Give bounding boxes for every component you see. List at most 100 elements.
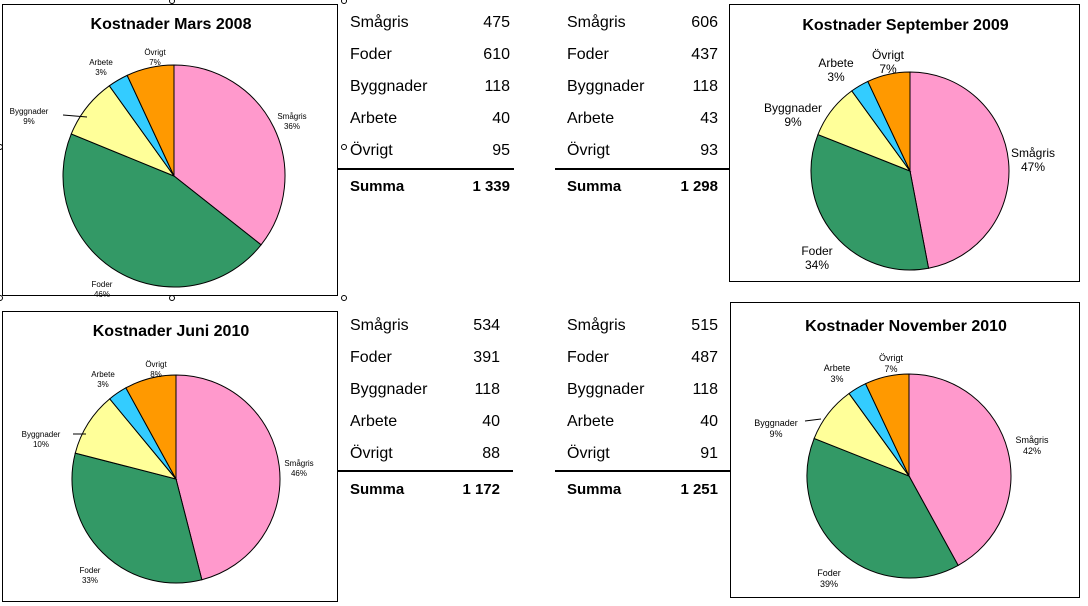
slice-label: Smågris 36%: [277, 112, 306, 131]
row-label: Byggnader: [567, 78, 645, 95]
leader-line: [804, 418, 822, 422]
pie-chart-juni-2010[interactable]: Kostnader Juni 2010 Smågris 46% Foder 33% Byg…: [2, 311, 338, 602]
sum-row: Summa 1 172: [350, 481, 500, 501]
row-value: 475: [483, 14, 510, 31]
table-row: Smågris 475: [350, 14, 510, 34]
slice-label: Övrigt 8%: [145, 360, 167, 379]
cost-table-juni-2010: Smågris 534 Foder 391 Byggnader 118 Arbete 40 Öv…: [350, 317, 500, 507]
row-value: 91: [700, 445, 718, 462]
chart-title: Kostnader November 2010: [805, 318, 1007, 335]
cost-table-september-2009: Smågris 606 Foder 437 Byggnader 118 Arbete 43 Öv…: [567, 14, 718, 204]
pie-chart-september-2009[interactable]: Kostnader September 2009 Smågris 47% Foder 3…: [729, 4, 1080, 282]
table-row: Arbete 40: [350, 413, 500, 433]
table-row: Byggnader 118: [567, 381, 718, 401]
resize-handle[interactable]: [169, 0, 175, 4]
slice-label: Arbete 3%: [91, 370, 115, 389]
row-value: 40: [492, 110, 510, 127]
pie-slice-sm-gris[interactable]: [173, 64, 286, 246]
slice-label: Övrigt 7%: [144, 48, 166, 67]
chart-title: Kostnader Mars 2008: [91, 16, 252, 33]
pie-slice-foder[interactable]: [71, 452, 203, 584]
slice-label: Arbete 3%: [818, 56, 854, 84]
slice-label: Arbete 3%: [824, 363, 851, 384]
sum-label: Summa: [567, 178, 622, 195]
pie-chart-svg: Kostnader Juni 2010 Smågris 46% Foder 33% Byg…: [22, 323, 314, 585]
table-row: Byggnader 118: [567, 78, 718, 98]
sum-divider: [555, 168, 729, 170]
slice-label: Byggnader 10%: [22, 430, 61, 449]
row-value: 487: [691, 349, 718, 366]
cost-table-mars-2008: Smågris 475 Foder 610 Byggnader 118 Arbete 40 Öv…: [350, 14, 510, 204]
resize-handle[interactable]: [341, 144, 347, 150]
row-label: Arbete: [350, 413, 398, 430]
slice-label: Foder 39%: [817, 568, 841, 589]
row-value: 118: [692, 78, 718, 95]
pie-slice-foder[interactable]: [810, 133, 930, 271]
slice-label: Övrigt 7%: [879, 353, 904, 374]
slice-label: Smågris 42%: [1015, 435, 1049, 456]
table-row: Arbete 43: [567, 110, 718, 130]
slice-label: Smågris 47%: [1011, 146, 1055, 174]
row-label: Foder: [567, 46, 609, 63]
row-value: 118: [692, 381, 718, 398]
sum-divider: [338, 168, 514, 170]
pie-chart-november-2010[interactable]: Kostnader November 2010 Smågris 42% Foder 39…: [730, 302, 1080, 598]
row-value: 610: [483, 46, 510, 63]
table-row: Smågris 515: [567, 317, 718, 337]
sum-value: 1 298: [680, 178, 718, 195]
resize-handle[interactable]: [0, 295, 3, 301]
pie-slice--vrigt[interactable]: [864, 373, 910, 477]
slice-label: Byggnader 9%: [754, 418, 798, 439]
pie-chart-mars-2008[interactable]: Kostnader Mars 2008 Smågris 36% Foder 46% Byg…: [2, 4, 338, 297]
row-value: 95: [492, 142, 510, 159]
chart-title: Kostnader Juni 2010: [93, 323, 250, 340]
row-label: Byggnader: [567, 381, 645, 398]
resize-handle[interactable]: [341, 0, 347, 4]
sum-label: Summa: [567, 481, 622, 498]
sum-value: 1 339: [472, 178, 510, 195]
row-label: Arbete: [567, 413, 615, 430]
slice-label: Övrigt 7%: [872, 48, 905, 76]
sum-divider: [555, 470, 730, 472]
cost-table-november-2010: Smågris 515 Foder 487 Byggnader 118 Arbete 40 Öv…: [567, 317, 718, 507]
table-row: Övrigt 93: [567, 142, 718, 162]
resize-handle[interactable]: [0, 144, 3, 150]
pie-slice-foder[interactable]: [62, 133, 262, 288]
sum-row: Summa 1 251: [567, 481, 718, 501]
table-row: Foder 391: [350, 349, 500, 369]
sum-value: 1 251: [680, 481, 718, 498]
row-label: Smågris: [567, 317, 626, 334]
pie-chart-svg: Kostnader September 2009 Smågris 47% Foder 3…: [764, 17, 1055, 272]
row-value: 118: [474, 381, 500, 398]
sum-label: Summa: [350, 178, 405, 195]
row-value: 93: [700, 142, 718, 159]
chart-title: Kostnader September 2009: [802, 17, 1008, 34]
row-value: 40: [482, 413, 500, 430]
pie-slice-sm-gris[interactable]: [908, 373, 1012, 567]
row-value: 437: [691, 46, 718, 63]
slice-label: Byggnader 9%: [764, 101, 822, 129]
row-label: Foder: [567, 349, 609, 366]
pie-slice-sm-gris[interactable]: [175, 374, 281, 581]
resize-handle[interactable]: [341, 295, 347, 301]
sum-value: 1 172: [462, 481, 500, 498]
table-row: Foder 610: [350, 46, 510, 66]
row-label: Arbete: [567, 110, 615, 127]
table-row: Övrigt 95: [350, 142, 510, 162]
leader-line: [62, 114, 88, 118]
pie-slice--vrigt[interactable]: [867, 71, 911, 172]
slice-label: Foder 34%: [801, 244, 832, 272]
pie-slice--vrigt[interactable]: [125, 374, 177, 480]
row-label: Smågris: [350, 317, 409, 334]
table-row: Smågris 606: [567, 14, 718, 34]
slice-label: Foder 33%: [80, 566, 101, 585]
row-value: 606: [691, 14, 718, 31]
row-value: 88: [482, 445, 500, 462]
pie-slice-foder[interactable]: [806, 437, 959, 579]
table-row: Övrigt 91: [567, 445, 718, 465]
resize-handle[interactable]: [169, 295, 175, 301]
pie-slice-sm-gris[interactable]: [909, 71, 1010, 269]
row-label: Byggnader: [350, 78, 428, 95]
pie-slice--vrigt[interactable]: [126, 64, 175, 177]
row-label: Smågris: [567, 14, 626, 31]
